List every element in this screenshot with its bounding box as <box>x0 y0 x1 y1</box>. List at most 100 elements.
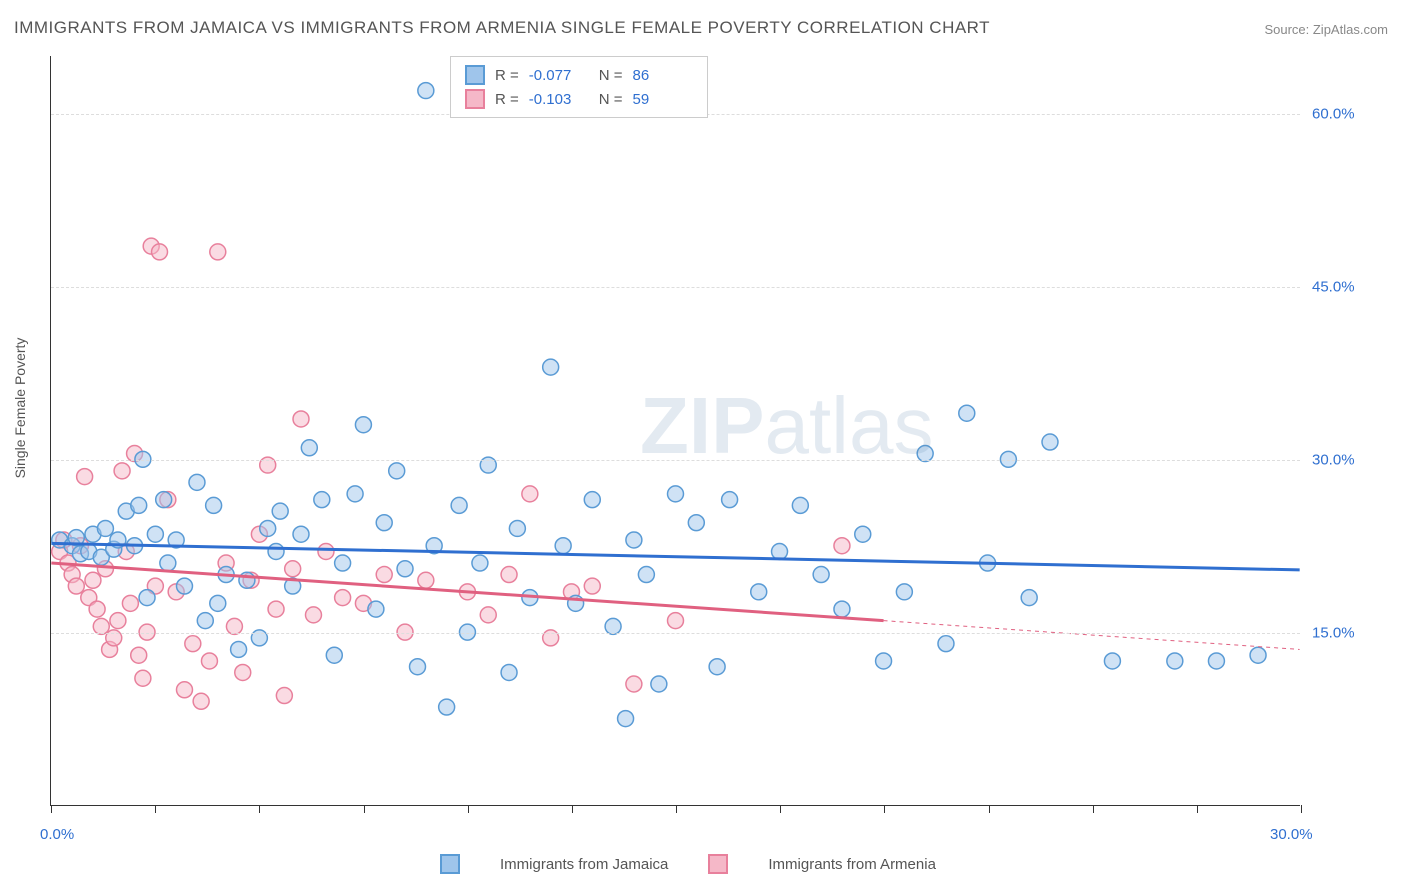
scatter-point <box>368 601 384 617</box>
scatter-point <box>1104 653 1120 669</box>
scatter-point <box>397 561 413 577</box>
scatter-point <box>122 595 138 611</box>
x-tick <box>155 805 156 813</box>
scatter-point <box>185 636 201 652</box>
stat-r-value-armenia: -0.103 <box>529 91 589 108</box>
scatter-point <box>959 405 975 421</box>
scatter-point <box>176 578 192 594</box>
scatter-point <box>813 567 829 583</box>
scatter-point <box>156 492 172 508</box>
scatter-point <box>651 676 667 692</box>
scatter-point <box>618 711 634 727</box>
scatter-point <box>834 601 850 617</box>
stat-n-value-jamaica: 86 <box>633 67 693 84</box>
x-tick <box>1197 805 1198 813</box>
stat-r-value-jamaica: -0.077 <box>529 67 589 84</box>
scatter-point <box>1208 653 1224 669</box>
scatter-point <box>792 497 808 513</box>
scatter-point <box>147 526 163 542</box>
scatter-point <box>668 486 684 502</box>
scatter-point <box>260 520 276 536</box>
scatter-point <box>114 463 130 479</box>
scatter-point <box>501 567 517 583</box>
scatter-point <box>131 497 147 513</box>
scatter-point <box>376 515 392 531</box>
y-axis-label: Single Female Poverty <box>12 338 28 479</box>
scatter-point <box>89 601 105 617</box>
y-tick-label: 60.0% <box>1312 105 1355 122</box>
x-tick <box>676 805 677 813</box>
scatter-point <box>480 607 496 623</box>
scatter-point <box>376 567 392 583</box>
scatter-point <box>584 578 600 594</box>
scatter-point <box>347 486 363 502</box>
scatter-point <box>509 520 525 536</box>
x-tick <box>884 805 885 813</box>
scatter-point <box>293 526 309 542</box>
scatter-point <box>139 590 155 606</box>
scatter-point <box>293 411 309 427</box>
scatter-point <box>189 474 205 490</box>
chart-title: IMMIGRANTS FROM JAMAICA VS IMMIGRANTS FR… <box>14 18 990 38</box>
scatter-point <box>335 590 351 606</box>
gridline <box>51 287 1300 288</box>
scatter-point <box>268 601 284 617</box>
chart-plot-area <box>50 56 1300 806</box>
scatter-point <box>97 520 113 536</box>
scatter-point <box>85 572 101 588</box>
scatter-point <box>938 636 954 652</box>
legend-label-jamaica: Immigrants from Jamaica <box>500 856 668 873</box>
scatter-point <box>326 647 342 663</box>
scatter-point <box>335 555 351 571</box>
scatter-point <box>522 486 538 502</box>
scatter-point <box>896 584 912 600</box>
scatter-point <box>772 544 788 560</box>
x-tick <box>1093 805 1094 813</box>
scatter-point <box>272 503 288 519</box>
y-tick-label: 45.0% <box>1312 278 1355 295</box>
scatter-point <box>276 688 292 704</box>
scatter-point <box>235 664 251 680</box>
scatter-point <box>305 607 321 623</box>
bottom-legend: Immigrants from Jamaica Immigrants from … <box>440 854 936 874</box>
scatter-point <box>876 653 892 669</box>
scatter-point <box>584 492 600 508</box>
x-tick <box>51 805 52 813</box>
scatter-point <box>152 244 168 260</box>
scatter-point <box>688 515 704 531</box>
scatter-point <box>318 544 334 560</box>
x-min-label: 0.0% <box>40 826 74 843</box>
scatter-point <box>472 555 488 571</box>
x-tick <box>468 805 469 813</box>
x-tick <box>364 805 365 813</box>
scatter-point <box>722 492 738 508</box>
stats-row-armenia: R = -0.103 N = 59 <box>465 87 693 111</box>
scatter-point <box>68 578 84 594</box>
stats-legend-box: R = -0.077 N = 86 R = -0.103 N = 59 <box>450 56 708 118</box>
scatter-point <box>555 538 571 554</box>
scatter-point <box>638 567 654 583</box>
scatter-point <box>210 244 226 260</box>
stat-n-label: N = <box>599 67 623 84</box>
scatter-point <box>201 653 217 669</box>
scatter-point <box>418 83 434 99</box>
scatter-point <box>131 647 147 663</box>
scatter-point <box>135 670 151 686</box>
stat-r-label: R = <box>495 67 519 84</box>
scatter-point <box>268 544 284 560</box>
scatter-point <box>160 555 176 571</box>
scatter-point <box>1021 590 1037 606</box>
swatch-armenia <box>465 89 485 109</box>
scatter-point <box>1167 653 1183 669</box>
stat-n-value-armenia: 59 <box>633 91 693 108</box>
scatter-point <box>314 492 330 508</box>
x-tick <box>572 805 573 813</box>
scatter-point <box>1042 434 1058 450</box>
scatter-plot-svg <box>51 56 1300 805</box>
scatter-point <box>389 463 405 479</box>
x-tick <box>989 805 990 813</box>
scatter-point <box>77 469 93 485</box>
swatch-jamaica <box>465 65 485 85</box>
scatter-point <box>110 613 126 629</box>
legend-swatch-armenia <box>708 854 728 874</box>
